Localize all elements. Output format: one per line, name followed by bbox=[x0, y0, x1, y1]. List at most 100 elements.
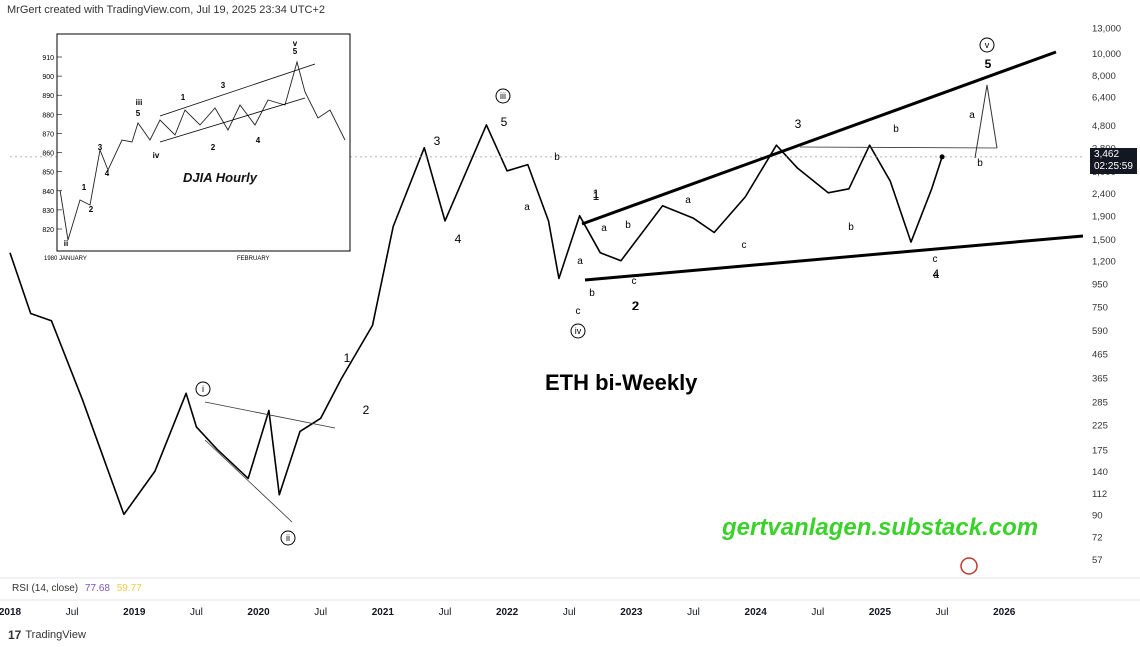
x-tick-label: Jul bbox=[811, 607, 824, 618]
rsi-ma-value: 59.77 bbox=[116, 583, 142, 594]
wave-label: a bbox=[601, 223, 607, 234]
y-tick-label: 1,900 bbox=[1092, 212, 1116, 223]
y-tick-label: 175 bbox=[1092, 445, 1108, 456]
x-tick-label: Jul bbox=[66, 607, 79, 618]
last-price-dot bbox=[939, 154, 945, 160]
y-tick-label: 2,400 bbox=[1092, 189, 1116, 200]
circled-wave-marker bbox=[280, 530, 296, 546]
inset-price-line bbox=[59, 60, 346, 241]
circled-wave-marker bbox=[195, 381, 211, 397]
inset-frame bbox=[56, 33, 351, 252]
price-line bbox=[9, 124, 943, 516]
inset-wave-label: 4 bbox=[256, 136, 261, 145]
stamp-icon bbox=[960, 557, 978, 575]
y-tick-label: 4,800 bbox=[1092, 121, 1116, 132]
circled-wave-label: ii bbox=[286, 533, 290, 543]
y-tick-label: 112 bbox=[1092, 489, 1107, 500]
inset-wave-label: 2 bbox=[211, 143, 216, 152]
wave-label: b bbox=[554, 152, 560, 163]
wave-label: 1 bbox=[593, 187, 600, 201]
circled-wave-marker bbox=[979, 37, 995, 53]
inset-y-label: 820 bbox=[42, 227, 54, 234]
x-tick-label: 2020 bbox=[247, 607, 270, 618]
inset-wave-label: iii bbox=[136, 98, 143, 107]
wave-label: 3 bbox=[434, 134, 441, 148]
y-tick-label: 1,500 bbox=[1092, 235, 1116, 246]
triangle-upper-line bbox=[204, 401, 336, 429]
inset-x-label: FEBRUARY bbox=[237, 256, 270, 262]
x-tick-label: 2021 bbox=[372, 607, 395, 618]
y-tick-label: 465 bbox=[1092, 350, 1108, 361]
y-tick-label: 1,200 bbox=[1092, 257, 1116, 268]
wave-label: 1 bbox=[593, 189, 600, 203]
wave-label: a bbox=[577, 256, 583, 267]
wave-label: b bbox=[893, 124, 899, 135]
wave-label: c bbox=[576, 306, 581, 317]
inset-y-label: 840 bbox=[42, 189, 54, 196]
inset-y-label: 900 bbox=[42, 74, 54, 81]
inset-wave-label: 2 bbox=[89, 205, 94, 214]
y-tick-label: 10,000 bbox=[1092, 49, 1121, 60]
y-tick-label: 8,000 bbox=[1092, 71, 1116, 82]
x-tick-label: 2018 bbox=[0, 607, 22, 618]
y-tick-label: 6,400 bbox=[1092, 93, 1116, 104]
inset-wedge-lower bbox=[159, 97, 306, 143]
inset-wave-label: 1 bbox=[181, 93, 186, 102]
wave-label: a bbox=[933, 270, 939, 281]
chart-header: MrGert created with TradingView.com, Jul… bbox=[7, 4, 326, 16]
inset-y-label: 880 bbox=[42, 112, 54, 119]
inset-wave-label: iv bbox=[153, 151, 160, 160]
inset-y-label: 910 bbox=[42, 55, 54, 62]
inset-y-label: 870 bbox=[42, 131, 54, 138]
inset-wave-label: v bbox=[293, 39, 298, 48]
y-tick-label: 225 bbox=[1092, 421, 1108, 432]
x-tick-label: Jul bbox=[687, 607, 700, 618]
inset-y-label: 850 bbox=[42, 170, 54, 177]
wave-label: b bbox=[977, 158, 983, 169]
footer[interactable]: 17 TradingView bbox=[8, 628, 86, 642]
wave-label: a bbox=[969, 110, 975, 121]
inset-wave-label: 5 bbox=[293, 47, 298, 56]
wave-label: 3 bbox=[795, 117, 802, 131]
circled-wave-marker bbox=[495, 88, 511, 104]
watermark-url: gertvanlagen.substack.com bbox=[722, 514, 1039, 541]
rsi-value: 77.68 bbox=[84, 583, 110, 594]
y-tick-label: 140 bbox=[1092, 467, 1108, 478]
wave-label: 1 bbox=[344, 351, 351, 365]
x-tick-label: Jul bbox=[563, 607, 576, 618]
circled-wave-label: iv bbox=[575, 326, 582, 336]
x-tick-label: 2024 bbox=[745, 607, 768, 618]
wave-label: b bbox=[848, 222, 854, 233]
circled-wave-marker bbox=[570, 323, 586, 339]
wave-label: 2 bbox=[363, 403, 370, 417]
inset-wave-label: 3 bbox=[98, 143, 103, 152]
x-tick-label: 2023 bbox=[620, 607, 643, 618]
x-tick-label: 2019 bbox=[123, 607, 146, 618]
rsi-label: RSI (14, close) bbox=[12, 583, 79, 594]
wave-label: 5 bbox=[985, 57, 992, 71]
y-tick-label: 13,000 bbox=[1092, 23, 1121, 34]
wave-label: 5 bbox=[501, 115, 508, 129]
wave-label: a bbox=[524, 202, 530, 213]
wave-label: 2 bbox=[632, 299, 639, 313]
projection-path bbox=[974, 84, 998, 159]
wave-label: a bbox=[685, 195, 691, 206]
inset-wave-label: ii bbox=[64, 239, 68, 248]
y-tick-label: 590 bbox=[1092, 326, 1108, 337]
x-tick-label: Jul bbox=[439, 607, 452, 618]
y-tick-label: 57 bbox=[1092, 555, 1103, 566]
inset-y-label: 860 bbox=[42, 151, 54, 158]
last-price-value: 3,462 bbox=[1094, 149, 1120, 160]
wave-label: b bbox=[625, 220, 631, 231]
wave-label: c bbox=[933, 254, 938, 265]
inset-wave-label: 3 bbox=[221, 81, 226, 90]
inset-wave-label: 4 bbox=[105, 169, 110, 178]
inset-y-label: 830 bbox=[42, 208, 54, 215]
x-tick-label: 2026 bbox=[993, 607, 1016, 618]
inset-wedge-upper bbox=[159, 63, 316, 117]
circled-wave-label: v bbox=[985, 40, 990, 50]
resistance-line bbox=[799, 146, 998, 149]
x-tick-label: Jul bbox=[936, 607, 949, 618]
rsi-legend[interactable]: RSI (14, close) 77.68 59.77 bbox=[12, 583, 142, 594]
